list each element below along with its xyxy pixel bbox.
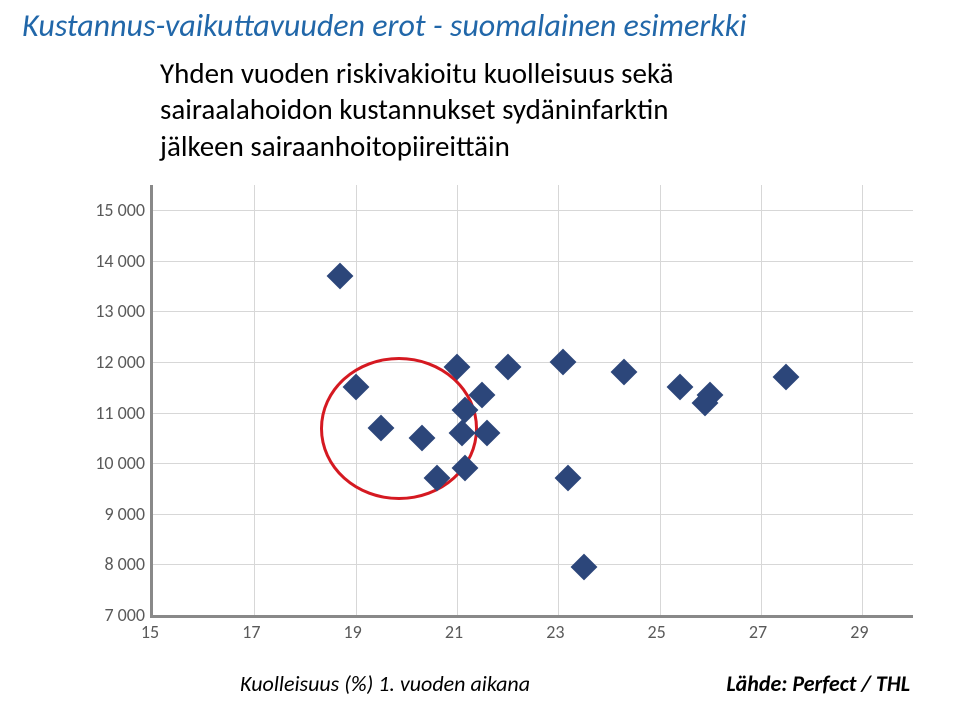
gridline-horizontal <box>153 261 913 262</box>
gridline-horizontal <box>153 210 913 211</box>
gridline-vertical <box>862 185 863 615</box>
page: Kustannus-vaikuttavuuden erot - suomalai… <box>0 0 960 705</box>
x-tick-label: 29 <box>850 621 868 643</box>
subtitle-line-2: sairaalahoidon kustannukset sydäninfarkt… <box>160 91 668 127</box>
y-tick-label: 7 000 <box>65 604 145 626</box>
y-tick-label: 9 000 <box>65 503 145 525</box>
gridline-vertical <box>660 185 661 615</box>
gridline-vertical <box>761 185 762 615</box>
y-tick-label: 10 000 <box>65 452 145 474</box>
gridline-horizontal <box>153 463 913 464</box>
data-point <box>494 354 521 381</box>
x-tick-label: 19 <box>344 621 362 643</box>
y-tick-label: 13 000 <box>65 300 145 322</box>
gridline-horizontal <box>153 564 913 565</box>
subtitle-line-3: jälkeen sairaanhoitopiireittäin <box>160 128 510 164</box>
x-tick-label: 21 <box>445 621 463 643</box>
y-tick-label: 8 000 <box>65 553 145 575</box>
gridline-horizontal <box>153 311 913 312</box>
gridline-vertical <box>558 185 559 615</box>
data-point <box>570 554 597 581</box>
gridline-horizontal <box>153 413 913 414</box>
data-point <box>666 374 693 401</box>
data-point <box>550 349 577 376</box>
data-point <box>773 364 800 391</box>
gridline-horizontal <box>153 514 913 515</box>
x-tick-label: 27 <box>749 621 767 643</box>
x-tick-label: 23 <box>546 621 564 643</box>
gridline-vertical <box>254 185 255 615</box>
gridline-horizontal <box>153 362 913 363</box>
source-label: Lähde: Perfect / THL <box>726 670 910 697</box>
plot-area <box>150 185 913 618</box>
slide-subtitle: Yhden vuoden riskivakioitu kuolleisuus s… <box>160 55 674 164</box>
data-point <box>474 419 501 446</box>
subtitle-line-1: Yhden vuoden riskivakioitu kuolleisuus s… <box>160 55 674 91</box>
x-tick-label: 17 <box>242 621 260 643</box>
y-tick-label: 12 000 <box>65 351 145 373</box>
y-tick-label: 14 000 <box>65 250 145 272</box>
y-tick-label: 15 000 <box>65 199 145 221</box>
x-tick-label: 25 <box>648 621 666 643</box>
x-axis-label: Kuolleisuus (%) 1. vuoden aikana <box>240 670 530 697</box>
scatter-chart: 15171921232527297 0008 0009 00010 00011 … <box>80 185 920 655</box>
slide-title: Kustannus-vaikuttavuuden erot - suomalai… <box>22 6 747 45</box>
y-tick-label: 11 000 <box>65 402 145 424</box>
data-point <box>327 263 354 290</box>
